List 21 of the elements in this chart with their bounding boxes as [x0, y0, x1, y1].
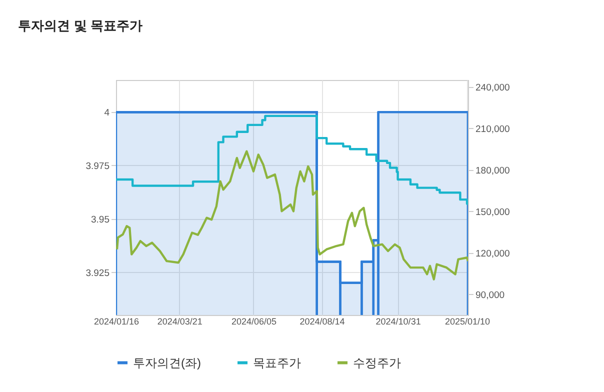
x-tick-label: 2025/01/10: [445, 316, 490, 326]
y2-tick-label: 240,000: [476, 82, 510, 94]
line-series: [116, 150, 468, 280]
y-tick-label: 3.925: [86, 268, 110, 279]
x-tick-label: 2024/01/16: [94, 316, 140, 326]
y2-tick-label: 180,000: [476, 165, 510, 176]
legend-label: 목표주가: [253, 356, 301, 370]
y2-tick-label: 150,000: [476, 206, 510, 218]
y2-tick-label: 120,000: [476, 248, 510, 260]
x-tick-label: 2024/03/21: [157, 316, 202, 326]
x-tick-label: 2024/10/31: [376, 316, 421, 326]
legend-label: 수정주가: [353, 356, 401, 370]
chart-title: 투자의견 및 목표주가: [18, 18, 142, 33]
y-tick-label: 4: [104, 108, 110, 119]
y2-tick-label: 90,000: [476, 290, 505, 301]
x-tick-label: 2024/08/14: [300, 316, 345, 326]
y2-tick-label: 210,000: [476, 124, 510, 135]
x-tick-label: 2024/06/05: [231, 316, 277, 326]
y-tick-label: 3.975: [86, 160, 110, 172]
y-tick-label: 3.95: [91, 214, 110, 226]
legend-label: 투자의견(좌): [133, 356, 201, 370]
